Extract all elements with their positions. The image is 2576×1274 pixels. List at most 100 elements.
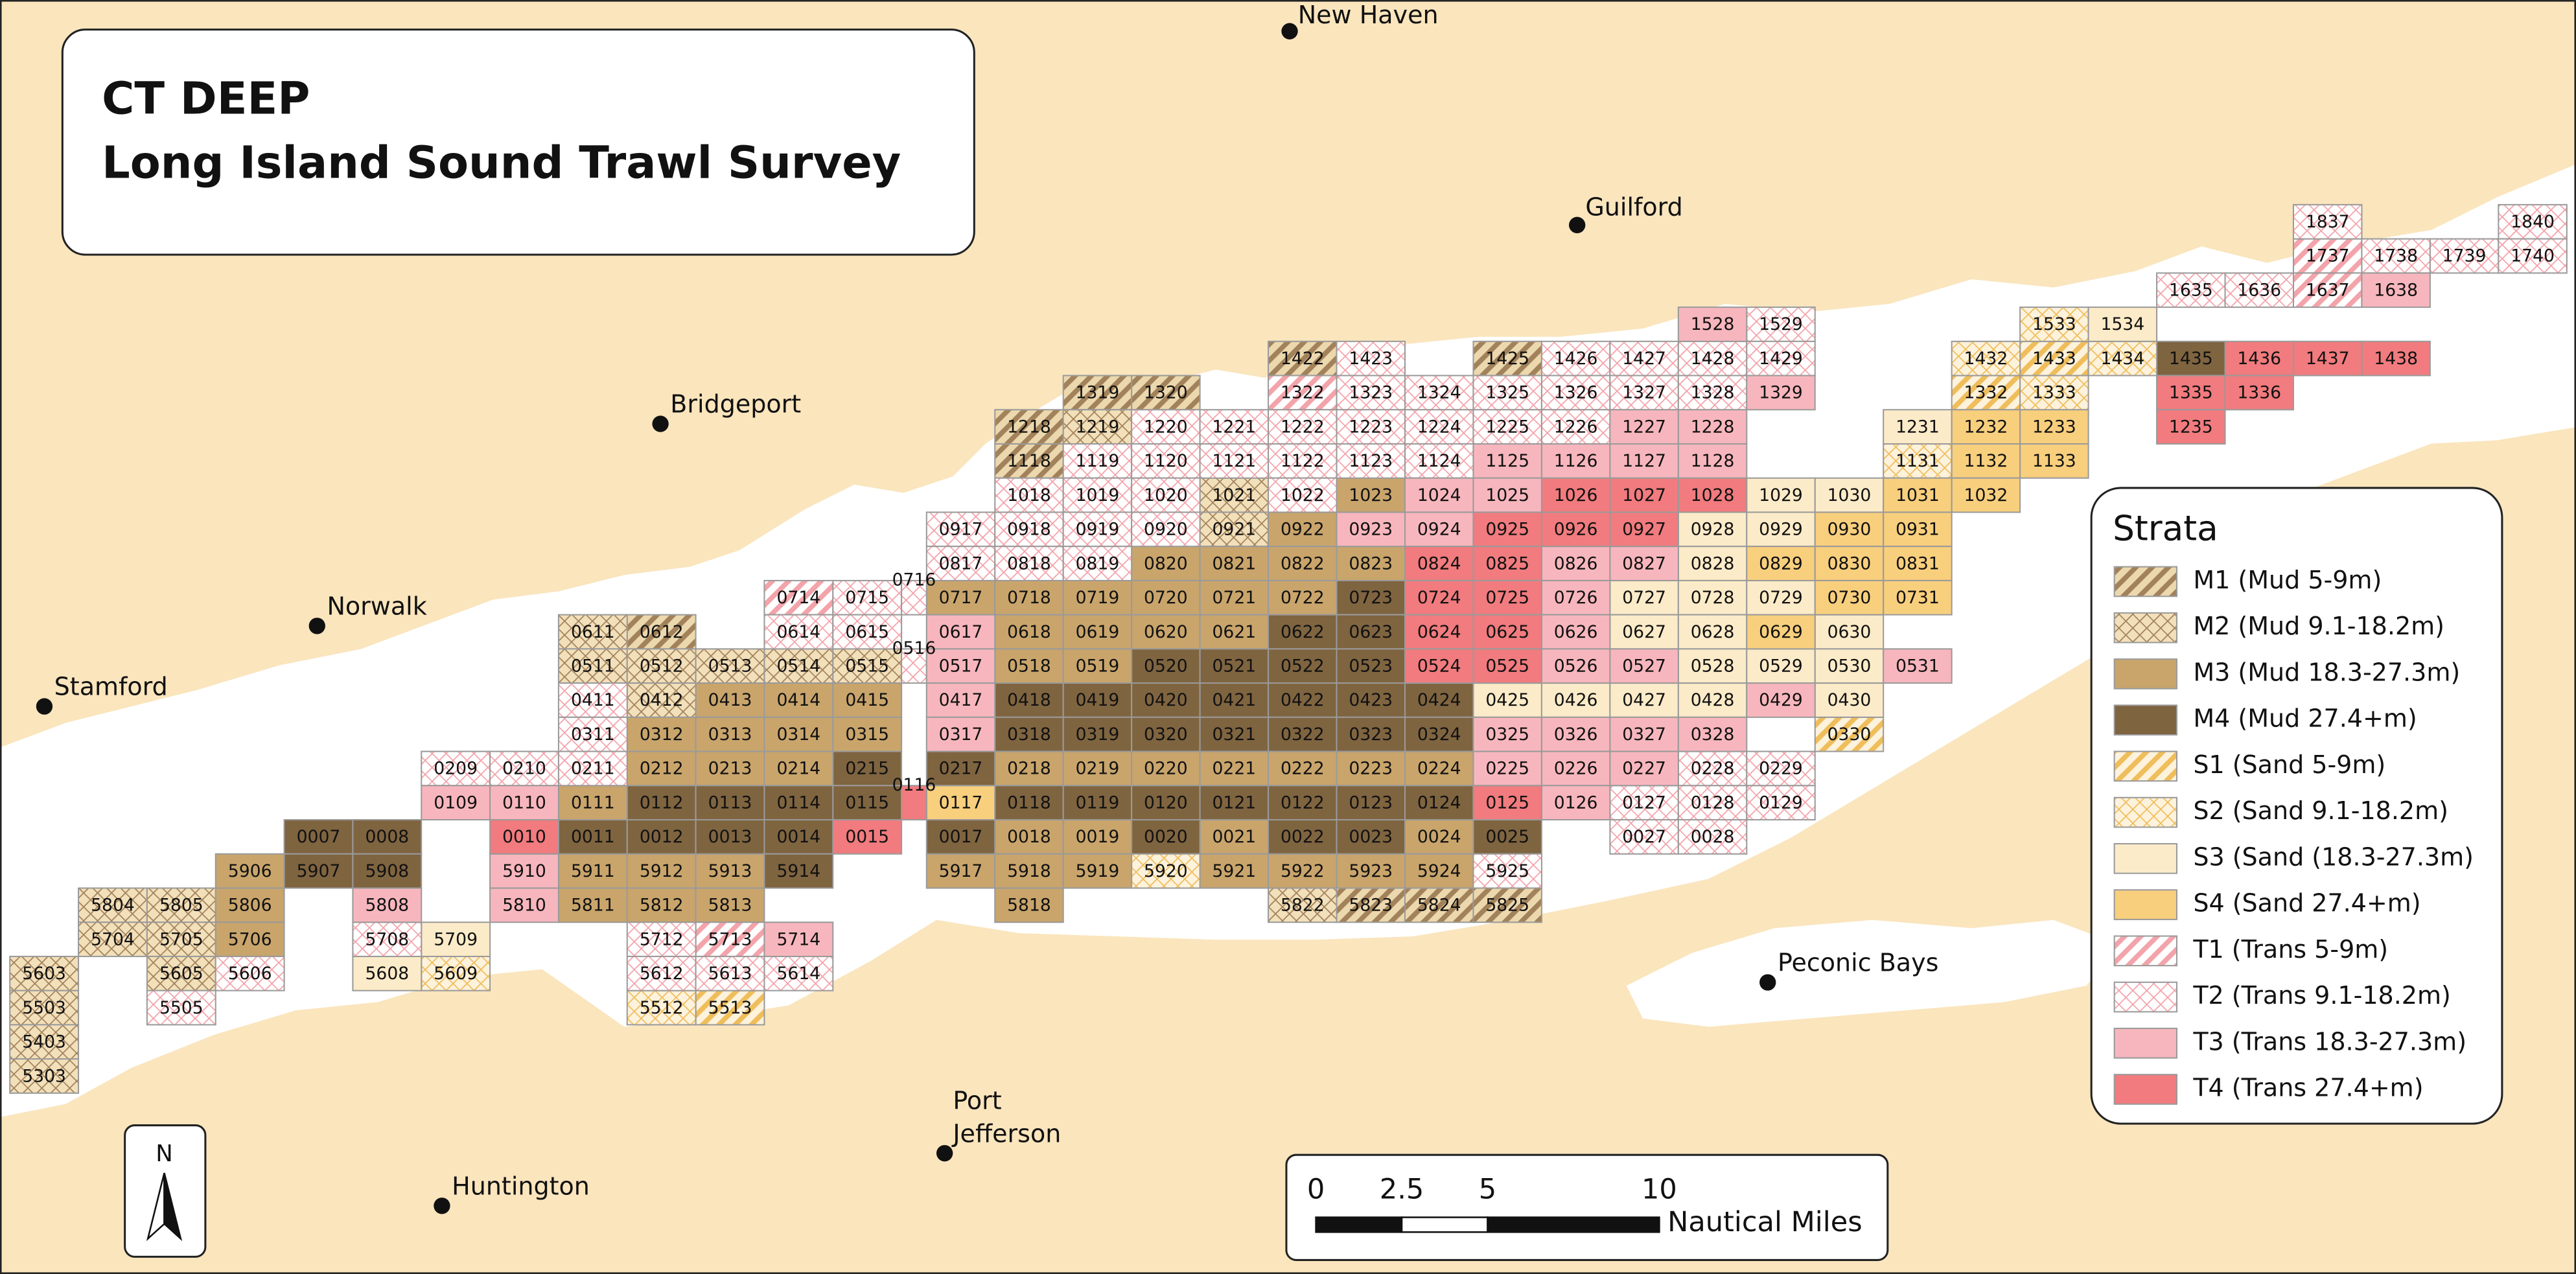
cell-label: 5614 [776, 964, 820, 984]
cell-label: 0324 [1417, 724, 1461, 745]
legend-label: M1 (Mud 5-9m) [2193, 566, 2382, 594]
cell-label: 0528 [1691, 656, 1735, 677]
cell-label: 1127 [1622, 451, 1666, 471]
cell-label: 1438 [2374, 349, 2418, 369]
cell-label: 0421 [1212, 690, 1256, 710]
grid-cell [1472, 887, 1542, 923]
cell-label: 0423 [1349, 690, 1393, 710]
grid-cell [1268, 546, 1338, 581]
cell-label: 0620 [1144, 622, 1188, 642]
cell-label: 0112 [640, 793, 684, 813]
grid-cell [1677, 477, 1748, 513]
legend-label: S4 (Sand 27.4+m) [2193, 889, 2420, 918]
cell-label: 5919 [1076, 861, 1120, 881]
grid-cell [994, 443, 1064, 479]
cell-label: 5709 [434, 929, 478, 949]
grid-cell [832, 716, 903, 752]
cell-label: 5609 [434, 964, 478, 984]
grid-cell [78, 921, 148, 957]
grid-cell [352, 955, 423, 991]
cell-label: 1425 [1485, 349, 1529, 369]
cell-label: 1023 [1349, 485, 1393, 505]
cell-label: 5913 [708, 861, 752, 881]
cell-label: 1227 [1622, 417, 1666, 437]
cell-label: 0819 [1076, 553, 1120, 573]
cell-label: 0531 [1896, 656, 1940, 677]
cell-label: 1432 [1964, 349, 2008, 369]
cell-label: 0512 [640, 656, 684, 677]
cell-label: 1225 [1485, 417, 1529, 437]
cell-label: 0924 [1417, 520, 1461, 540]
cell-label: 0209 [434, 759, 478, 779]
cell-label: 5923 [1349, 861, 1393, 881]
legend: M1 (Mud 5-9m) M2 (Mud 9.1-18.2m) M3 (Mud 1… [2113, 566, 2474, 1105]
grid-cell [1268, 853, 1338, 889]
cell-label: 0619 [1076, 622, 1120, 642]
cell-label: 1326 [1554, 383, 1598, 403]
cell-label: 0021 [1212, 827, 1256, 847]
cell-label: 1030 [1828, 485, 1872, 505]
cell-label: 1133 [2032, 451, 2076, 471]
grid-cell [2292, 203, 2363, 240]
cell-label: 5811 [571, 896, 615, 916]
grid-cell [1268, 409, 1338, 445]
cell-label: 1434 [2100, 349, 2144, 369]
cell-label: 0831 [1896, 553, 1940, 573]
cell-label: 0014 [776, 827, 820, 847]
grid-cell [1609, 750, 1679, 787]
cell-label: 0623 [1349, 622, 1393, 642]
cell-label: 0420 [1144, 690, 1188, 710]
grid-cell [1404, 443, 1474, 479]
grid-cell [1131, 375, 1201, 411]
cell-label: 1025 [1485, 485, 1529, 505]
cell-label: 0515 [845, 656, 889, 677]
cell-label: 0228 [1691, 759, 1735, 779]
grid-cell [2292, 238, 2363, 274]
cell-label: 0927 [1622, 520, 1666, 540]
legend-label: S1 (Sand 5-9m) [2193, 750, 2385, 779]
cell-label: 0411 [571, 690, 615, 710]
cell-label: 0822 [1281, 553, 1325, 573]
grid-cell [763, 579, 834, 616]
place-label: Bridgeport [670, 390, 801, 419]
cell-label: 0513 [708, 656, 752, 677]
cell-label: 0717 [939, 588, 983, 608]
cell-label: 0930 [1828, 520, 1872, 540]
cell-label: 0626 [1554, 622, 1598, 642]
legend-title: Strata [2113, 508, 2218, 548]
grid: 1422 1425 1319 1320 1218 1118 0612 5823 5824 5825… [9, 203, 2568, 1094]
grid-cell [489, 887, 559, 923]
cell-label: 0217 [939, 759, 983, 779]
cell-label: 5606 [228, 964, 272, 984]
legend-swatch [2113, 796, 2177, 828]
cell-label: 5823 [1349, 896, 1393, 916]
grid-cell [352, 887, 423, 923]
grid-cell [1404, 648, 1474, 684]
cell-label: 0917 [939, 520, 983, 540]
cell-label: 1235 [2169, 417, 2213, 437]
grid-cell [763, 819, 834, 855]
grid-cell [1540, 648, 1611, 684]
cell-label: 1837 [2306, 212, 2350, 232]
cell-label: 1335 [2169, 383, 2213, 403]
grid-cell [1268, 716, 1338, 752]
cell-label: 0529 [1759, 656, 1803, 677]
cell-label: 0215 [845, 759, 889, 779]
grid-cell [1540, 614, 1611, 650]
cell-label: 1120 [1144, 451, 1188, 471]
grid-cell [2224, 375, 2294, 411]
cell-label: 0525 [1485, 656, 1529, 677]
grid-cell [78, 887, 148, 923]
grid-cell [2361, 238, 2431, 274]
cell-label: 0918 [1007, 520, 1051, 540]
grid-cell [2019, 443, 2089, 479]
grid-cell [832, 785, 903, 821]
grid-cell [1814, 546, 1885, 581]
cell-label: 0325 [1485, 724, 1529, 745]
legend-swatch [2113, 566, 2177, 597]
cell-label: 0622 [1281, 622, 1325, 642]
grid-cell [9, 955, 80, 991]
